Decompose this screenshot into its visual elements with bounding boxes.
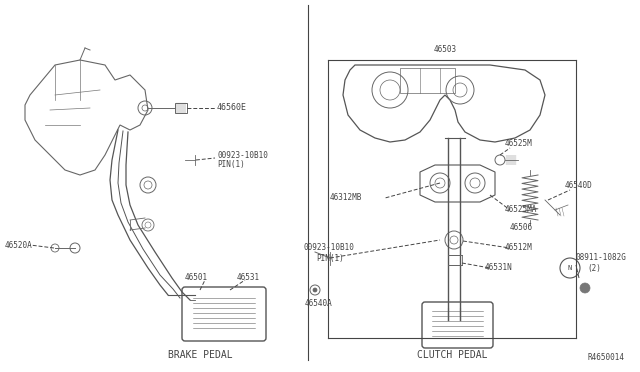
Text: PIN(1): PIN(1) — [316, 253, 344, 263]
Text: (2): (2) — [587, 263, 601, 273]
Text: 46503: 46503 — [433, 45, 456, 55]
Text: 46525MA: 46525MA — [505, 205, 538, 215]
Text: CLUTCH PEDAL: CLUTCH PEDAL — [417, 350, 487, 360]
Text: 46506: 46506 — [510, 224, 533, 232]
Text: PIN(1): PIN(1) — [217, 160, 244, 170]
Text: BRAKE PEDAL: BRAKE PEDAL — [168, 350, 232, 360]
Circle shape — [580, 283, 590, 293]
Text: 46531N: 46531N — [485, 263, 513, 273]
Text: R4650014: R4650014 — [588, 353, 625, 362]
Text: 46540D: 46540D — [565, 180, 593, 189]
Text: 00923-10B10: 00923-10B10 — [217, 151, 268, 160]
Text: 46512M: 46512M — [505, 244, 532, 253]
Text: 08911-1082G: 08911-1082G — [575, 253, 626, 263]
Text: 46312MB: 46312MB — [330, 193, 362, 202]
Circle shape — [313, 288, 317, 292]
Text: 46520A: 46520A — [5, 241, 33, 250]
Text: 00923-10B10: 00923-10B10 — [303, 244, 354, 253]
Text: N: N — [568, 265, 572, 271]
Text: 46531: 46531 — [237, 273, 260, 282]
Text: 46540A: 46540A — [305, 298, 333, 308]
Text: 46560E: 46560E — [217, 103, 247, 112]
Text: 46501: 46501 — [185, 273, 208, 282]
Text: 46525M: 46525M — [505, 138, 532, 148]
